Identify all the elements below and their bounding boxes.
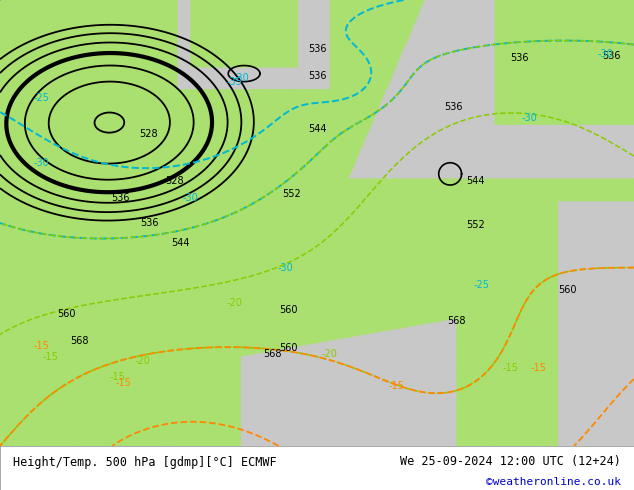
Text: -35: -35 — [226, 77, 243, 88]
Text: -30: -30 — [34, 158, 49, 168]
Text: -30: -30 — [183, 194, 198, 203]
Text: 544: 544 — [171, 238, 190, 248]
Text: 544: 544 — [307, 124, 327, 134]
Text: -15: -15 — [388, 381, 404, 391]
Text: -25: -25 — [33, 93, 49, 103]
Text: -25: -25 — [474, 280, 490, 291]
Text: 544: 544 — [466, 175, 485, 186]
Text: -20: -20 — [226, 298, 243, 308]
Text: 560: 560 — [279, 343, 298, 353]
Point — [0, 442, 5, 450]
Text: -15: -15 — [531, 363, 547, 373]
Text: -30: -30 — [278, 263, 293, 272]
Text: 552: 552 — [282, 189, 301, 199]
Text: 560: 560 — [279, 305, 298, 315]
Text: -20: -20 — [134, 356, 151, 366]
Text: 536: 536 — [602, 51, 621, 61]
Text: -15: -15 — [502, 363, 519, 373]
Point — [0, 442, 5, 450]
Text: 536: 536 — [510, 53, 529, 63]
Point — [0, 442, 5, 450]
Text: -30: -30 — [233, 73, 249, 83]
Text: -20: -20 — [321, 349, 338, 360]
Text: -15: -15 — [109, 372, 126, 382]
Point — [0, 442, 5, 450]
Text: 568: 568 — [447, 316, 466, 326]
Point — [0, 442, 5, 450]
Text: 560: 560 — [558, 285, 577, 295]
Text: 568: 568 — [263, 349, 282, 360]
Text: -15: -15 — [115, 378, 132, 389]
Point — [0, 442, 5, 450]
Text: ©weatheronline.co.uk: ©weatheronline.co.uk — [486, 477, 621, 487]
Text: -30: -30 — [598, 49, 613, 58]
Point — [0, 442, 5, 450]
Text: 536: 536 — [307, 71, 327, 81]
Text: 560: 560 — [57, 309, 76, 319]
Text: 528: 528 — [139, 129, 158, 139]
Text: -15: -15 — [33, 341, 49, 350]
Text: 528: 528 — [165, 175, 184, 186]
Text: 536: 536 — [444, 102, 463, 112]
Text: 536: 536 — [307, 44, 327, 54]
Text: We 25-09-2024 12:00 UTC (12+24): We 25-09-2024 12:00 UTC (12+24) — [401, 455, 621, 468]
Text: 536: 536 — [111, 194, 130, 203]
Text: 536: 536 — [139, 218, 158, 228]
Text: 552: 552 — [466, 220, 485, 230]
Text: 568: 568 — [70, 336, 89, 346]
Text: Height/Temp. 500 hPa [gdmp][°C] ECMWF: Height/Temp. 500 hPa [gdmp][°C] ECMWF — [13, 456, 276, 469]
Text: -15: -15 — [42, 352, 59, 362]
Text: -30: -30 — [522, 113, 537, 123]
